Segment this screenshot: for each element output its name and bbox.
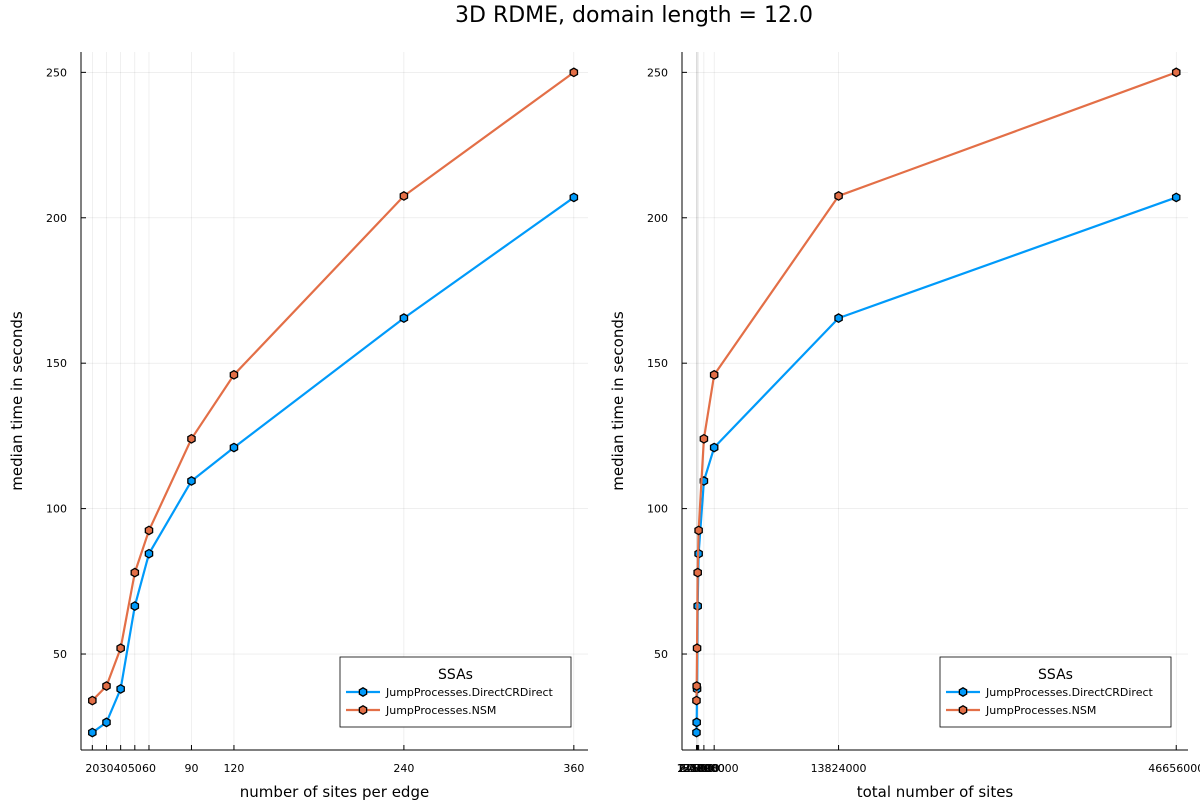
legend-entry-label: JumpProcesses.NSM (985, 704, 1096, 717)
y-tick-label: 250 (647, 66, 668, 79)
legend-swatch-marker (358, 705, 368, 715)
legend-entry-label: JumpProcesses.DirectCRDirect (985, 686, 1154, 699)
legend-entry-label: JumpProcesses.DirectCRDirect (385, 686, 554, 699)
legend: SSAs JumpProcesses.DirectCRDirect JumpProc… (939, 656, 1172, 728)
data-point (709, 442, 719, 453)
data-point (88, 727, 97, 738)
data-point (116, 643, 125, 654)
data-point (693, 567, 702, 578)
data-point (144, 548, 154, 559)
legend-entry-label: JumpProcesses.NSM (385, 704, 496, 717)
data-point (834, 313, 843, 324)
y-axis-label: median time in seconds (609, 311, 627, 491)
legend-swatch-marker (958, 705, 968, 715)
data-point (102, 717, 111, 728)
chart-panel-1: 20 30 40 50 60 90 120 240 36050100150200250numbe… (8, 52, 588, 800)
x-tick-label: 46656000 (1148, 762, 1200, 775)
data-point (130, 567, 140, 578)
data-point (187, 433, 196, 444)
y-tick-label: 150 (647, 357, 668, 370)
data-point (709, 369, 719, 380)
legend: SSAs JumpProcesses.DirectCRDirect JumpProc… (339, 656, 572, 728)
data-point (834, 191, 843, 201)
panels: 20 30 40 50 60 90 120 240 36050100150200250numbe… (8, 52, 1200, 800)
x-tick-label: 60 (142, 762, 156, 775)
data-point (692, 727, 701, 738)
data-point (229, 369, 239, 380)
x-tick-label: 50 (128, 762, 142, 775)
x-tick-label: 20 (85, 762, 99, 775)
y-tick-label: 50 (53, 648, 67, 661)
data-point (569, 192, 579, 203)
data-point (116, 683, 125, 694)
y-tick-label: 100 (46, 503, 67, 516)
x-tick-label: 13824000 (811, 762, 867, 775)
x-tick-label: 125000 (677, 762, 719, 775)
data-point (102, 681, 111, 691)
y-tick-label: 250 (46, 66, 67, 79)
legend-title: SSAs (438, 667, 473, 683)
x-tick-label: 729000 (683, 762, 725, 775)
legend-title: SSAs (1038, 667, 1073, 683)
x-tick-label: 30 (99, 762, 113, 775)
y-tick-label: 50 (654, 648, 668, 661)
data-point (692, 717, 701, 728)
legend-swatch-marker (958, 687, 968, 697)
figure-title: 3D RDME, domain length = 12.0 (455, 3, 813, 28)
x-tick-label: 240 (393, 762, 414, 775)
data-point (229, 442, 239, 453)
data-point (399, 191, 409, 201)
legend-swatch-marker (358, 687, 368, 697)
x-tick-label: 64000 (680, 762, 715, 775)
data-point (144, 525, 154, 536)
x-axis-label: number of sites per edge (240, 783, 429, 800)
y-tick-label: 200 (647, 212, 668, 225)
data-point (88, 695, 97, 706)
data-point (1171, 192, 1181, 203)
data-point (130, 601, 140, 611)
x-axis-label: total number of sites (857, 783, 1014, 800)
x-tick-label: 90 (184, 762, 198, 775)
x-tick-label: 8000 (682, 762, 710, 775)
data-point (187, 476, 196, 486)
data-point (694, 525, 703, 536)
y-tick-label: 150 (46, 357, 67, 370)
y-axis-label: median time in seconds (8, 311, 26, 491)
y-tick-label: 200 (46, 212, 67, 225)
y-tick-label: 100 (647, 503, 668, 516)
data-point (399, 313, 409, 324)
x-tick-label: 40 (114, 762, 128, 775)
data-point (692, 681, 701, 691)
x-tick-label: 27000 (679, 762, 714, 775)
x-tick-label: 216000 (678, 762, 720, 775)
data-point (1171, 67, 1181, 78)
data-point (692, 695, 701, 706)
x-tick-label: 120 (223, 762, 244, 775)
data-point (692, 643, 702, 654)
data-point (699, 433, 709, 444)
x-tick-label: 1728000 (690, 762, 739, 775)
data-point (569, 67, 579, 78)
x-tick-label: 360 (563, 762, 584, 775)
